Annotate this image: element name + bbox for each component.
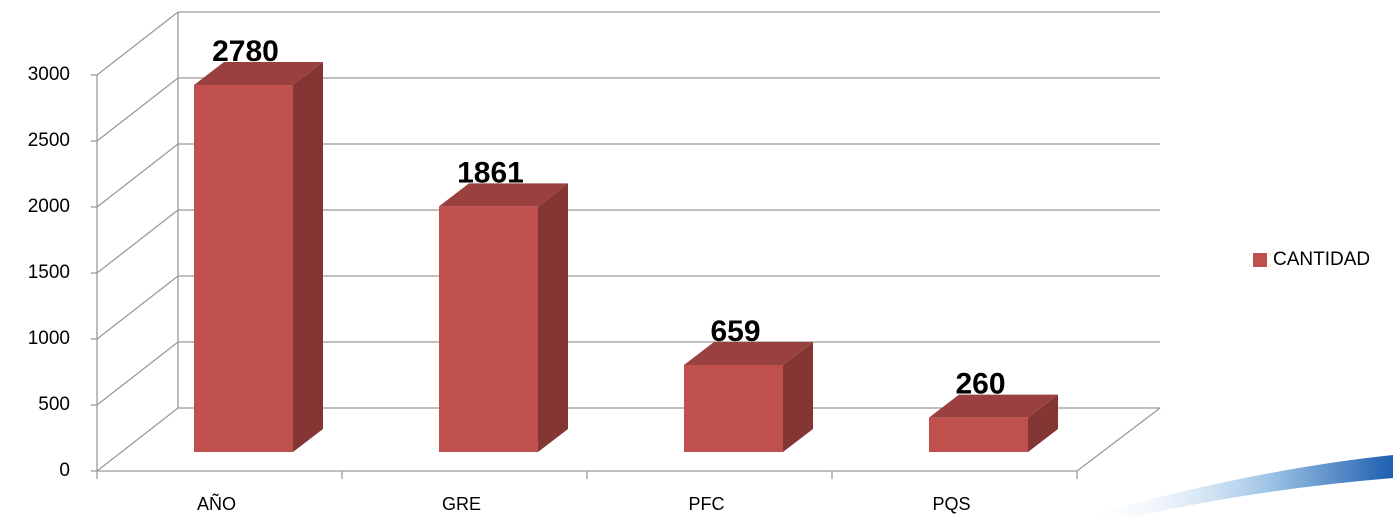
bar-side <box>783 342 813 452</box>
bar <box>439 206 538 452</box>
x-tick-label: PQS <box>932 494 970 514</box>
x-tick-label: GRE <box>442 494 481 514</box>
grid-line <box>96 209 179 274</box>
bar-side <box>293 62 323 452</box>
y-tick-label: 1000 <box>28 328 70 349</box>
legend-label: CANTIDAD <box>1273 249 1370 270</box>
x-tick-label: PFC <box>689 494 725 514</box>
legend-swatch <box>1253 253 1267 267</box>
decoration <box>1080 455 1393 518</box>
grid-line <box>96 275 179 340</box>
y-tick-label: 2500 <box>28 130 70 151</box>
y-tick-label: 3000 <box>28 64 70 85</box>
data-label: 1861 <box>457 156 524 189</box>
bar-side <box>538 183 568 452</box>
y-tick-label: 500 <box>38 394 70 415</box>
grid-line <box>96 407 179 472</box>
bar-side <box>1028 394 1058 452</box>
grid-line <box>96 143 179 208</box>
grid-line <box>96 341 179 406</box>
grid-line <box>96 77 179 142</box>
bar <box>684 365 783 452</box>
data-label: 659 <box>710 315 760 348</box>
y-tick-label: 2000 <box>28 196 70 217</box>
y-tick-label: 1500 <box>28 262 70 283</box>
data-label: 2780 <box>212 35 279 68</box>
data-label: 260 <box>955 368 1005 401</box>
bar-top <box>194 62 323 86</box>
bar-top <box>929 394 1058 418</box>
bar <box>194 85 293 452</box>
floor-edge <box>1076 407 1161 472</box>
x-tick-label: AÑO <box>197 493 236 514</box>
bar-top <box>439 183 568 207</box>
grid-line <box>96 11 179 76</box>
bar-top <box>684 342 813 366</box>
y-tick-label: 0 <box>59 460 70 481</box>
bar <box>929 417 1028 452</box>
